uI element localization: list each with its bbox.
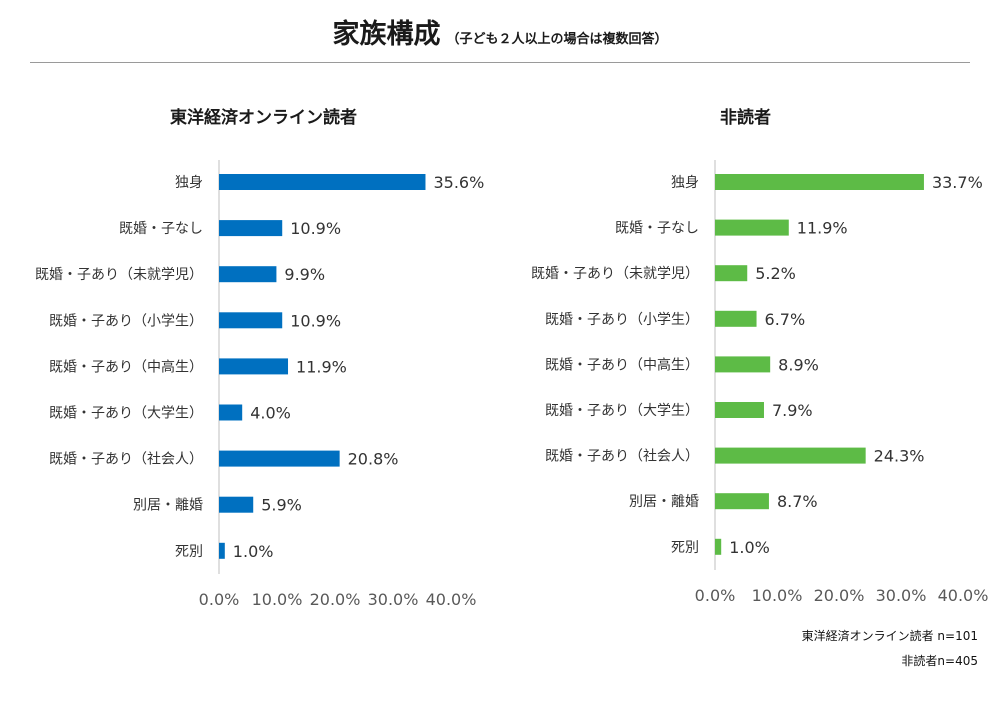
x-tick-label: 20.0% xyxy=(310,590,361,609)
bar xyxy=(219,450,340,467)
x-tick-label: 30.0% xyxy=(368,590,419,609)
bar xyxy=(715,356,771,373)
value-label: 33.7% xyxy=(932,173,983,192)
category-label: 既婚・子あり（小学生） xyxy=(545,312,699,328)
category-label: 独身 xyxy=(175,175,203,191)
value-label: 1.0% xyxy=(233,542,274,561)
chart-title-block: 家族構成 （子ども２人以上の場合は複数回答） xyxy=(0,12,1000,51)
value-label: 4.0% xyxy=(250,404,291,423)
value-label: 11.9% xyxy=(296,357,347,376)
category-label: 既婚・子あり（社会人） xyxy=(49,452,203,468)
x-tick-label: 40.0% xyxy=(426,590,477,609)
x-tick-label: 10.0% xyxy=(752,586,803,605)
bar xyxy=(715,265,748,282)
x-tick-label: 10.0% xyxy=(252,590,303,609)
bar xyxy=(715,402,764,418)
sample-size-note-non-readers: 非読者n=405 xyxy=(901,654,978,668)
bar xyxy=(715,538,722,555)
bar xyxy=(219,358,289,375)
category-label: 既婚・子あり（未就学児） xyxy=(531,266,699,282)
x-tick-label: 20.0% xyxy=(814,586,865,605)
left-panel-title: 東洋経済オンライン読者 xyxy=(170,108,357,128)
bar xyxy=(219,312,283,329)
category-label: 既婚・子あり（大学生） xyxy=(545,403,699,419)
category-label: 既婚・子なし xyxy=(119,221,203,237)
value-label: 35.6% xyxy=(433,173,484,192)
bar xyxy=(219,266,277,283)
value-label: 6.7% xyxy=(765,310,806,329)
bar xyxy=(219,174,426,190)
category-label: 既婚・子あり（小学生） xyxy=(49,313,203,329)
value-label: 10.9% xyxy=(290,219,341,238)
value-label: 10.9% xyxy=(290,311,341,330)
category-label: 既婚・子あり（大学生） xyxy=(49,406,203,422)
bar xyxy=(219,220,283,237)
x-tick-label: 30.0% xyxy=(876,586,927,605)
readers-bar-chart: 独身 35.6% 既婚・子なし 10.9% 既婚・子あり（未就学児） 9.9% 既婚・子あり… xyxy=(35,160,484,609)
value-label: 20.8% xyxy=(348,450,399,469)
category-label: 別居・離婚 xyxy=(133,497,203,514)
right-panel-title: 非読者 xyxy=(720,108,771,128)
category-label: 死別 xyxy=(671,540,699,556)
value-label: 24.3% xyxy=(874,447,925,466)
x-tick-label: 40.0% xyxy=(938,586,989,605)
bar xyxy=(715,219,789,236)
value-label: 1.0% xyxy=(729,538,770,557)
value-label: 8.9% xyxy=(778,355,819,374)
bar xyxy=(715,493,769,510)
x-tick-label: 0.0% xyxy=(695,586,736,605)
page-subtitle: （子ども２人以上の場合は複数回答） xyxy=(446,32,668,47)
value-label: 5.2% xyxy=(755,264,796,283)
category-label: 独身 xyxy=(671,175,699,191)
category-label: 既婚・子あり（未就学児） xyxy=(35,267,203,283)
value-label: 9.9% xyxy=(284,265,325,284)
category-label: 既婚・子あり（中高生） xyxy=(49,358,203,375)
bar xyxy=(715,174,924,190)
bar xyxy=(715,447,866,464)
title-divider xyxy=(30,62,970,63)
bar xyxy=(715,310,757,327)
category-label: 別居・離婚 xyxy=(629,493,699,510)
bar xyxy=(219,496,254,513)
sample-size-note-readers: 東洋経済オンライン読者 n=101 xyxy=(801,629,978,643)
value-label: 8.7% xyxy=(777,492,818,511)
category-label: 既婚・子なし xyxy=(615,221,699,237)
category-label: 死別 xyxy=(175,544,203,560)
category-label: 既婚・子あり（社会人） xyxy=(545,449,699,465)
bar xyxy=(219,542,225,559)
x-tick-label: 0.0% xyxy=(199,590,240,609)
value-label: 11.9% xyxy=(797,219,848,238)
value-label: 5.9% xyxy=(261,496,302,515)
value-label: 7.9% xyxy=(772,401,813,420)
category-label: 既婚・子あり（中高生） xyxy=(545,356,699,373)
bar xyxy=(219,404,243,421)
page-title: 家族構成 xyxy=(332,19,441,50)
